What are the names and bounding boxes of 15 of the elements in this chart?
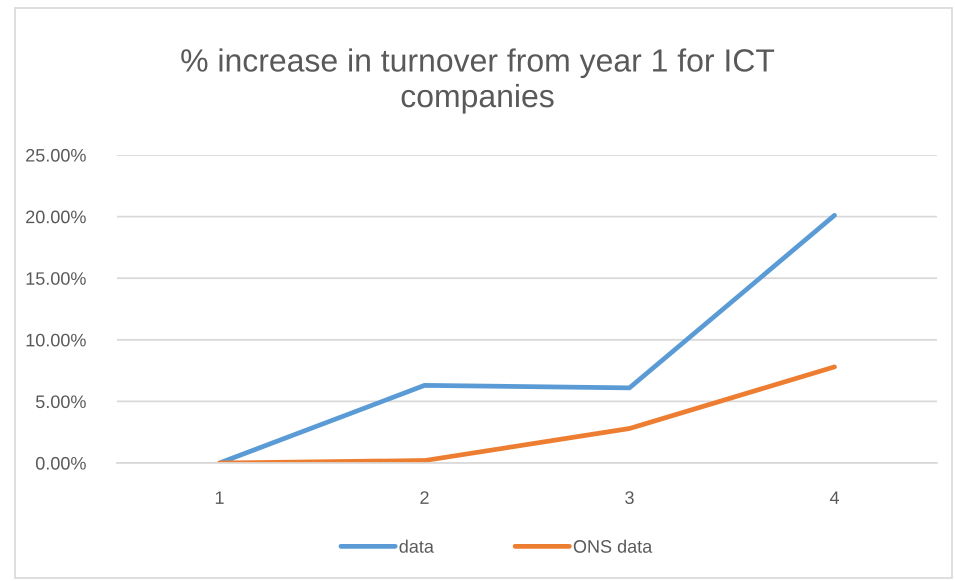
y-tick-label: 25.00% (26, 148, 86, 162)
y-tick-label: 0.00% (36, 456, 86, 470)
legend-label: ONS data (574, 540, 652, 553)
line-series (217, 364, 837, 463)
line-series (217, 213, 837, 463)
y-tick-label: 5.00% (36, 395, 86, 408)
legend-label: data (400, 540, 434, 553)
y-tick-label: 15.00% (26, 272, 86, 285)
y-tick-label: 20.00% (26, 210, 86, 224)
chart-title: % increase in turnover from year 1 for ICT companies (181, 48, 774, 114)
y-tick-label: 10.00% (26, 334, 86, 347)
x-tick-label: 4 (830, 491, 839, 504)
x-tick-label: 2 (420, 491, 429, 504)
x-tick-label: 1 (216, 491, 224, 504)
x-tick-label: 3 (625, 491, 634, 504)
